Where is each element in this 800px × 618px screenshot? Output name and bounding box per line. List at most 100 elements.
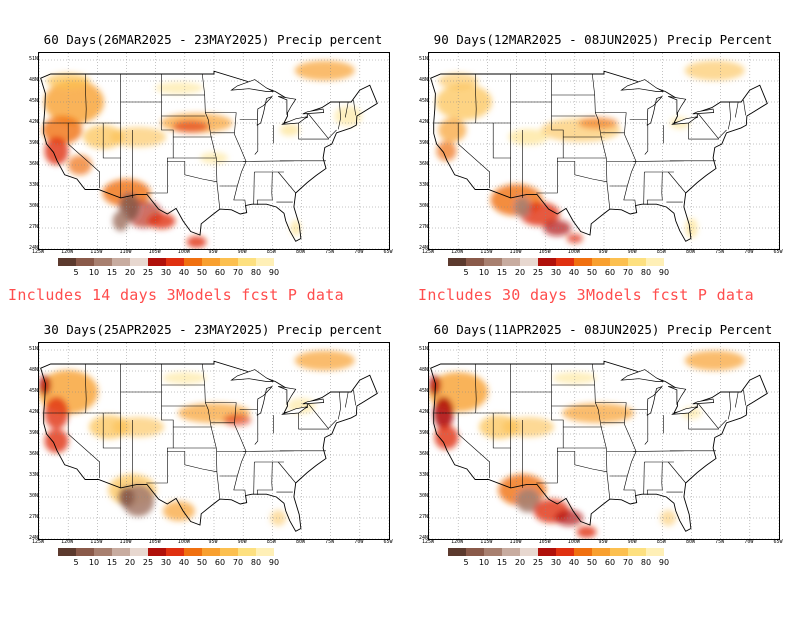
lon-label: 120W (61, 539, 74, 545)
colorbar-label: 70 (622, 268, 634, 277)
lon-label: 70W (354, 249, 364, 255)
lat-label: 30N (28, 203, 38, 209)
colorbar-swatch (574, 548, 592, 556)
colorbar-swatch (484, 548, 502, 556)
lon-label: 100W (177, 249, 190, 255)
colorbar-label: 25 (142, 268, 154, 277)
lon-label: 105W (538, 539, 551, 545)
colorbar (448, 258, 682, 266)
lat-label: 42N (28, 119, 38, 125)
lon-label: 65W (773, 539, 783, 545)
colorbar-swatch (166, 258, 184, 266)
colorbar-swatch (610, 258, 628, 266)
colorbar-label: 30 (160, 268, 172, 277)
colorbar-label: 80 (250, 558, 262, 567)
lat-label: 51N (418, 56, 428, 62)
precip-shading (429, 350, 745, 538)
graticule (39, 53, 389, 249)
graticule (429, 53, 779, 249)
lat-label: 33N (418, 472, 428, 478)
colorbar-label: 90 (268, 268, 280, 277)
lat-label: 48N (28, 77, 38, 83)
lat-label: 51N (28, 346, 38, 352)
colorbar-swatch (274, 258, 292, 266)
colorbar-label: 60 (604, 558, 616, 567)
precip-map (428, 342, 780, 540)
colorbar-label: 15 (496, 558, 508, 567)
colorbar-label: 25 (532, 268, 544, 277)
lon-label: 110W (119, 249, 132, 255)
great-lakes (620, 79, 715, 126)
lon-label: 70W (744, 249, 754, 255)
lon-label: 100W (177, 539, 190, 545)
colorbar-label: 5 (463, 558, 469, 567)
colorbar (58, 548, 292, 556)
lat-label: 30N (418, 203, 428, 209)
lat-label: 45N (418, 98, 428, 104)
lat-label: 42N (28, 409, 38, 415)
colorbar-swatch (202, 548, 220, 556)
colorbar-swatch (220, 548, 238, 556)
colorbar-swatch (646, 258, 664, 266)
lon-label: 115W (90, 539, 103, 545)
panel-title: 30 Days(25APR2025 - 23MAY2025) Precip pe… (43, 322, 383, 337)
lat-label: 36N (418, 451, 428, 457)
colorbar-swatch (520, 548, 538, 556)
colorbar-label: 15 (106, 558, 118, 567)
colorbar-swatch (238, 548, 256, 556)
colorbar-label: 80 (640, 268, 652, 277)
lon-label: 85W (656, 249, 666, 255)
lon-label: 65W (383, 539, 393, 545)
colorbar-swatch (502, 548, 520, 556)
colorbar-label: 5 (463, 268, 469, 277)
lat-label: 33N (28, 182, 38, 188)
graticule (39, 343, 389, 539)
colorbar-swatch (58, 548, 76, 556)
lon-label: 120W (451, 539, 464, 545)
lat-label: 33N (28, 472, 38, 478)
state-borders (433, 73, 746, 210)
lon-label: 105W (538, 249, 551, 255)
lon-label: 120W (451, 249, 464, 255)
lon-label: 65W (383, 249, 393, 255)
great-lakes (620, 369, 715, 416)
colorbar-label: 80 (250, 268, 262, 277)
colorbar-label: 40 (178, 558, 190, 567)
lon-label: 115W (480, 539, 493, 545)
lat-label: 27N (28, 224, 38, 230)
lon-label: 95W (208, 249, 218, 255)
colorbar-swatch (76, 548, 94, 556)
colorbar-label: 20 (124, 558, 136, 567)
lat-label: 39N (28, 430, 38, 436)
colorbar-label: 30 (160, 558, 172, 567)
colorbar-label: 30 (550, 558, 562, 567)
lat-label: 39N (28, 140, 38, 146)
lat-label: 24N (418, 535, 428, 541)
lat-label: 36N (28, 161, 38, 167)
precip-map (38, 52, 390, 250)
lat-label: 27N (418, 224, 428, 230)
lon-label: 85W (266, 539, 276, 545)
colorbar-swatch (664, 258, 682, 266)
forecast-note: Includes 30 days 3Models fcst P data (418, 286, 754, 304)
lat-label: 51N (418, 346, 428, 352)
colorbar-label: 90 (658, 268, 670, 277)
lat-label: 27N (28, 514, 38, 520)
colorbar-label: 10 (478, 558, 490, 567)
forecast-note: Includes 14 days 3Models fcst P data (8, 286, 344, 304)
lon-label: 110W (119, 539, 132, 545)
colorbar-label: 10 (88, 558, 100, 567)
lat-label: 42N (418, 119, 428, 125)
colorbar-swatch (94, 548, 112, 556)
lon-label: 105W (148, 249, 161, 255)
lon-label: 95W (208, 539, 218, 545)
lon-label: 100W (567, 539, 580, 545)
state-borders (43, 73, 356, 210)
colorbar-swatch (148, 258, 166, 266)
us-outline (40, 360, 378, 532)
state-borders (433, 363, 746, 500)
lat-label: 45N (28, 98, 38, 104)
colorbar-swatch (220, 258, 238, 266)
colorbar-label: 90 (268, 558, 280, 567)
lon-label: 95W (598, 249, 608, 255)
